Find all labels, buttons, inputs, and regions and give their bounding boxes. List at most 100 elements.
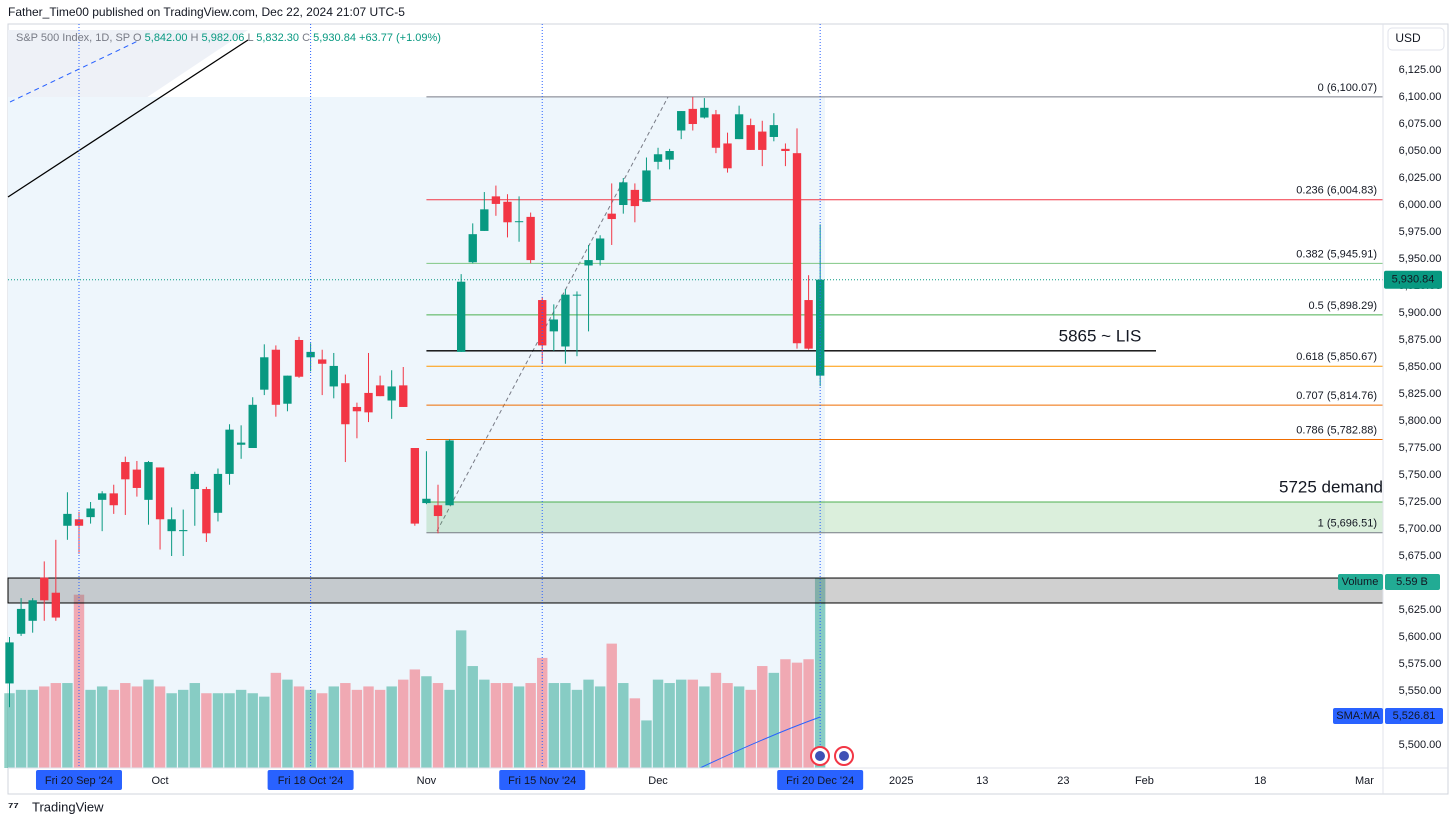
sma-name: SMA:MA bbox=[1336, 710, 1380, 722]
y-tick-label: 6,025.00 bbox=[1399, 172, 1442, 184]
demand-zone bbox=[426, 502, 1383, 533]
volume-bar bbox=[583, 679, 594, 768]
volume-bar bbox=[467, 666, 478, 768]
candle-body bbox=[399, 385, 408, 407]
fib-label: 1 (5,696.51) bbox=[1318, 518, 1377, 530]
volume-bar bbox=[259, 696, 270, 768]
trend-line bbox=[7, 39, 249, 198]
y-tick-label: 5,550.00 bbox=[1399, 685, 1442, 697]
y-tick-label: 5,750.00 bbox=[1399, 469, 1442, 481]
currency-box[interactable] bbox=[1387, 27, 1445, 51]
candle-body bbox=[677, 111, 686, 131]
volume-bar bbox=[687, 679, 698, 768]
volume-value: 5.59 B bbox=[1396, 576, 1428, 588]
x-tick-label: Mar bbox=[1355, 775, 1374, 787]
volume-bar bbox=[745, 689, 756, 768]
y-tick-label: 5,900.00 bbox=[1399, 307, 1442, 319]
volume-bar bbox=[548, 683, 560, 768]
y-tick-label: 5,625.00 bbox=[1399, 604, 1442, 616]
candle-body bbox=[144, 462, 153, 500]
y-tick-label: 5,775.00 bbox=[1399, 442, 1442, 454]
volume-bar bbox=[780, 659, 791, 768]
date-marker-box bbox=[499, 770, 586, 790]
last-price-box bbox=[1384, 270, 1442, 289]
candle-body bbox=[445, 440, 454, 506]
x-tick-label: Dec bbox=[648, 775, 668, 787]
volume-bar bbox=[85, 689, 96, 768]
y-tick-label: 5,700.00 bbox=[1399, 523, 1442, 535]
volume-value-box bbox=[1385, 574, 1440, 591]
candle-body bbox=[561, 294, 570, 347]
candle-body bbox=[804, 300, 813, 349]
volume-bar bbox=[212, 693, 224, 768]
candle-body bbox=[364, 392, 373, 413]
volume-bar bbox=[675, 679, 687, 768]
candle-body bbox=[700, 107, 709, 118]
date-marker-label: Fri 20 Dec '24 bbox=[786, 775, 854, 787]
candle-body bbox=[769, 125, 779, 137]
candle-body bbox=[723, 143, 732, 169]
y-tick-label: 5,950.00 bbox=[1399, 253, 1442, 265]
fib-label: 0.382 (5,945.91) bbox=[1296, 248, 1377, 260]
event-flag-inner bbox=[839, 751, 849, 761]
candle-body bbox=[294, 340, 304, 377]
legend-part: 5,832.30 bbox=[256, 32, 299, 44]
date-marker-box bbox=[777, 770, 864, 790]
y-tick-label: 5,575.00 bbox=[1399, 658, 1442, 670]
candle-body bbox=[63, 513, 72, 526]
fib-label: 0.707 (5,814.76) bbox=[1296, 390, 1377, 402]
candle-body bbox=[329, 365, 338, 387]
fib-label: 0.5 (5,898.29) bbox=[1309, 300, 1378, 312]
volume-bar bbox=[513, 686, 525, 768]
gray-zone bbox=[7, 577, 1384, 604]
candle-body bbox=[341, 383, 350, 425]
y-tick-label: 6,075.00 bbox=[1399, 118, 1442, 130]
x-tick-label: Feb bbox=[1135, 775, 1154, 787]
fib-label: 0 (6,100.07) bbox=[1318, 82, 1377, 94]
date-marker-box bbox=[35, 770, 122, 790]
date-marker-label: Fri 18 Oct '24 bbox=[278, 775, 344, 787]
candle-body bbox=[595, 238, 605, 261]
candle-body bbox=[572, 294, 582, 296]
volume-bar bbox=[409, 669, 421, 768]
candle-body bbox=[5, 642, 14, 684]
legend-part: C bbox=[302, 32, 310, 44]
x-tick-label: 2025 bbox=[889, 775, 913, 787]
volume-bar bbox=[490, 683, 502, 768]
candle-body bbox=[630, 189, 640, 207]
volume-bar bbox=[432, 683, 444, 768]
candle-body bbox=[16, 608, 26, 634]
candle-body bbox=[792, 153, 802, 344]
volume-bar bbox=[571, 689, 583, 768]
candle-body bbox=[132, 469, 142, 488]
candle-body bbox=[40, 577, 49, 601]
volume-bar bbox=[15, 689, 27, 768]
candle-body bbox=[584, 260, 593, 266]
volume-bar bbox=[50, 683, 62, 768]
volume-bar bbox=[455, 630, 467, 768]
volume-bar bbox=[629, 698, 641, 768]
y-tick-label: 6,050.00 bbox=[1399, 145, 1442, 157]
candle-body bbox=[746, 125, 755, 150]
legend-part: +63.77 (+1.09%) bbox=[359, 32, 441, 44]
candle-body bbox=[480, 209, 489, 231]
header: Father_Time00 published on TradingView.c… bbox=[8, 5, 405, 19]
volume-bar bbox=[757, 666, 768, 768]
legend-part: S&P 500 Index, 1D, SP bbox=[16, 32, 130, 44]
y-tick-label: 5,725.00 bbox=[1399, 496, 1442, 508]
x-tick-label: Oct bbox=[151, 775, 168, 787]
volume-bar bbox=[351, 689, 363, 768]
volume-bar bbox=[131, 686, 143, 768]
volume-bar bbox=[791, 662, 803, 768]
candle-body bbox=[410, 448, 420, 524]
volume-bar bbox=[664, 683, 675, 768]
x-tick-label: 18 bbox=[1254, 775, 1266, 787]
x-tick-label: 13 bbox=[976, 775, 988, 787]
trend-line-dashed bbox=[9, 39, 141, 103]
volume-bar bbox=[502, 683, 513, 768]
y-tick-label: 5,675.00 bbox=[1399, 550, 1442, 562]
candle-body bbox=[97, 493, 107, 500]
volume-bar bbox=[803, 659, 814, 768]
candle-body bbox=[642, 170, 651, 202]
volume-bar bbox=[62, 683, 73, 768]
